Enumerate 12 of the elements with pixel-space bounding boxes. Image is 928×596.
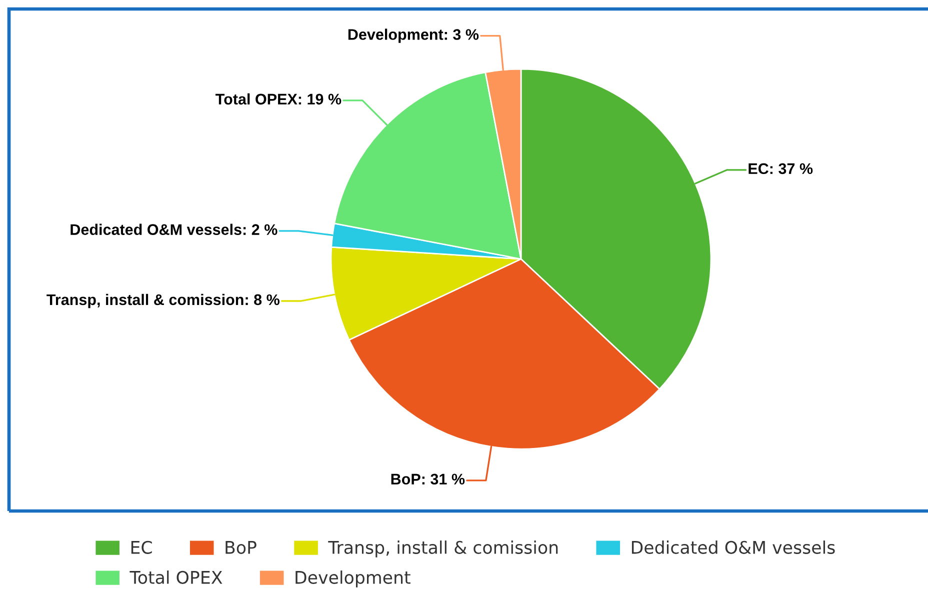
legend-label: Dedicated O&M vessels [632, 540, 835, 554]
legend-label: Total OPEX [130, 570, 222, 584]
data-label: BoP: 31 % [391, 474, 465, 485]
data-label: Dedicated O&M vessels: 2 % [70, 224, 278, 235]
legend-label: Transp, install & comission [328, 540, 558, 558]
legend-label: Development [296, 570, 410, 588]
data-label: EC: 37 % [748, 163, 813, 174]
legend-label: EC [131, 540, 152, 554]
data-label: Development: 3 % [348, 28, 479, 43]
data-label: Transp, install & comission: 8 % [46, 294, 280, 308]
legend-label: BoP [226, 541, 256, 554]
data-label: Total OPEX: 19 % [216, 93, 342, 105]
